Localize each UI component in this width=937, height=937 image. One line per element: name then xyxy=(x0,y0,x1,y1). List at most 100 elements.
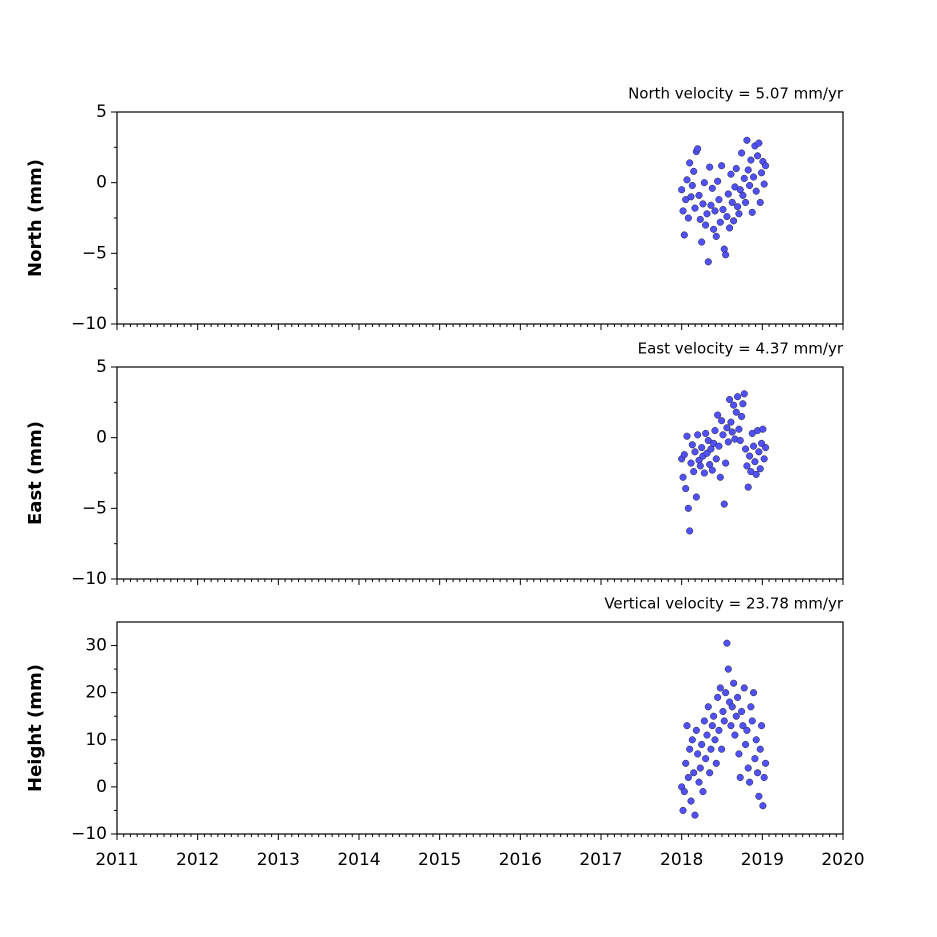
data-point xyxy=(680,451,688,459)
data-point xyxy=(714,411,722,419)
x-tick-label: 2012 xyxy=(176,850,219,870)
data-point xyxy=(710,712,718,720)
data-point xyxy=(754,769,762,777)
data-point xyxy=(708,466,716,474)
data-point xyxy=(690,769,698,777)
data-point xyxy=(752,187,760,195)
axes-frame xyxy=(116,111,844,325)
data-point xyxy=(752,470,760,478)
data-point xyxy=(736,186,744,194)
data-point xyxy=(700,179,708,187)
data-point xyxy=(690,167,698,175)
data-point xyxy=(731,731,739,739)
data-point xyxy=(700,717,708,725)
y-tick-label: 0 xyxy=(96,173,107,193)
data-point xyxy=(751,755,759,763)
data-point xyxy=(678,186,686,194)
y-tick-label: 0 xyxy=(96,428,107,448)
x-tick-label: 2016 xyxy=(499,850,542,870)
axes-frame xyxy=(116,621,844,835)
data-point xyxy=(735,750,743,758)
data-point xyxy=(719,205,727,214)
data-point xyxy=(718,745,726,753)
data-point xyxy=(738,707,746,716)
data-point xyxy=(700,469,708,477)
y-tick-label: −10 xyxy=(71,824,107,844)
data-point xyxy=(687,797,695,805)
data-point xyxy=(754,152,762,160)
data-point xyxy=(720,500,728,508)
data-point xyxy=(715,726,723,734)
data-point xyxy=(683,432,691,440)
data-point xyxy=(757,722,766,730)
data-point xyxy=(686,159,694,167)
data-point xyxy=(708,184,716,192)
data-point xyxy=(707,201,715,209)
y-tick-label: 0 xyxy=(96,777,107,797)
data-point xyxy=(735,425,743,433)
data-point xyxy=(739,400,747,408)
data-point xyxy=(749,689,758,697)
data-point xyxy=(723,639,731,647)
data-point xyxy=(696,215,704,223)
y-tick-label: 10 xyxy=(85,730,107,750)
y-axis-label: North (mm) xyxy=(25,159,46,277)
panel-title: East velocity = 4.37 mm/yr xyxy=(638,340,844,358)
data-point xyxy=(684,214,692,222)
data-point xyxy=(728,428,736,436)
data-point xyxy=(730,401,738,409)
data-point xyxy=(744,483,752,491)
data-point xyxy=(686,527,694,535)
data-point xyxy=(714,177,722,185)
data-point xyxy=(728,198,736,207)
data-point xyxy=(719,707,727,716)
data-point xyxy=(743,462,751,470)
data-point xyxy=(715,196,723,204)
data-point xyxy=(736,773,744,782)
data-point xyxy=(759,425,767,433)
data-point xyxy=(755,792,763,800)
data-point xyxy=(702,429,710,437)
data-point xyxy=(682,759,690,767)
data-point xyxy=(687,193,695,201)
data-point xyxy=(712,759,720,767)
data-point xyxy=(722,689,730,697)
data-point xyxy=(704,258,712,266)
data-point xyxy=(684,773,692,782)
data-point xyxy=(718,162,726,170)
data-point xyxy=(747,703,755,711)
data-point xyxy=(718,417,726,425)
data-point xyxy=(722,251,730,259)
data-point xyxy=(742,198,750,207)
data-point xyxy=(698,238,706,246)
data-point xyxy=(748,717,756,725)
data-point xyxy=(691,448,699,456)
data-point xyxy=(746,452,754,460)
data-point xyxy=(752,736,760,744)
data-point xyxy=(759,802,767,810)
data-point xyxy=(730,679,738,687)
data-point xyxy=(749,173,758,181)
data-point xyxy=(682,484,690,493)
data-point xyxy=(696,764,704,772)
data-point xyxy=(696,462,704,470)
data-point xyxy=(734,393,742,401)
data-point xyxy=(727,418,735,426)
data-point xyxy=(746,181,754,190)
data-point xyxy=(706,163,714,171)
data-point xyxy=(702,221,710,229)
x-tick-label: 2011 xyxy=(95,850,138,870)
data-point xyxy=(726,224,734,232)
data-point xyxy=(736,436,744,445)
data-point xyxy=(744,166,752,174)
data-point xyxy=(692,726,700,734)
data-point xyxy=(708,722,716,730)
data-point xyxy=(724,438,732,446)
data-point xyxy=(762,759,770,767)
data-point xyxy=(704,703,712,711)
y-tick-label: −5 xyxy=(82,498,107,518)
data-point xyxy=(703,210,711,218)
data-point xyxy=(712,455,720,463)
data-point xyxy=(679,473,687,481)
data-point xyxy=(688,181,696,190)
